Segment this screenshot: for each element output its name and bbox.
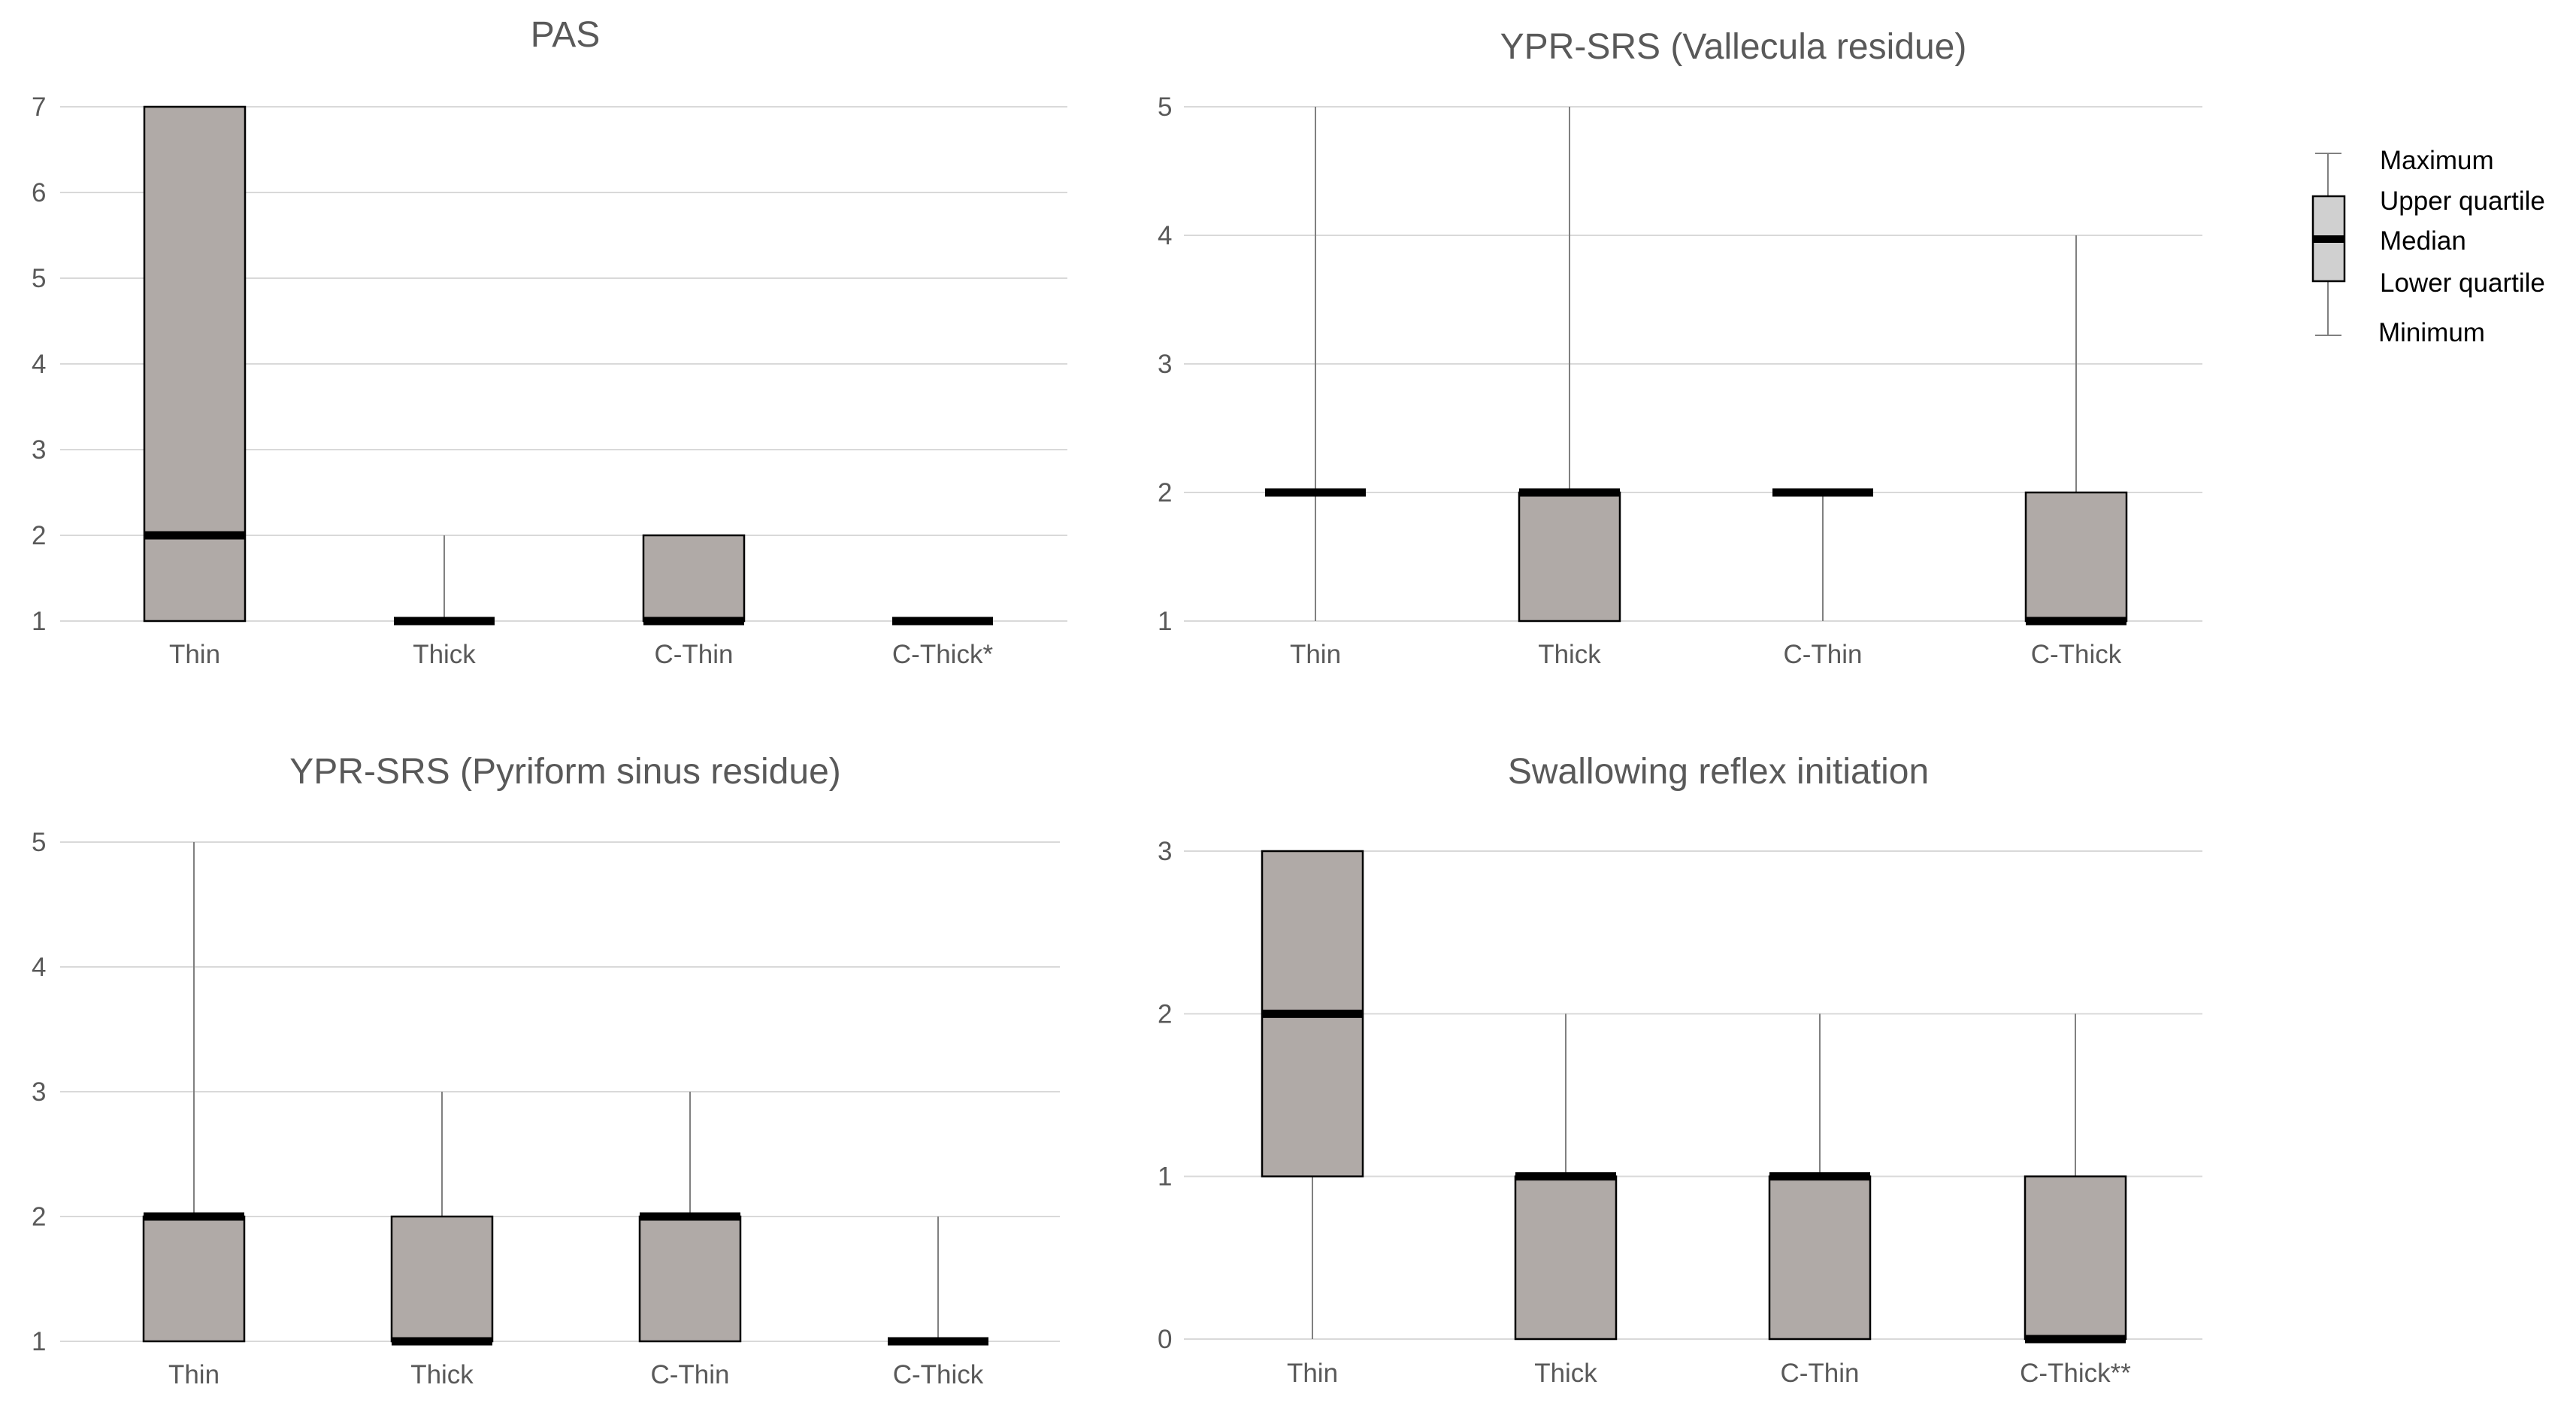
iqr-box: [638, 1215, 742, 1343]
box-plot-thin: [142, 842, 246, 1343]
y-tick-label: 5: [32, 828, 46, 857]
chart-panels: PAS 1 2 3 4 5 6 7 Thin Thick C-Thin C-Thick* YPR-SRS…: [32, 15, 2202, 1389]
iqr-box: [1768, 1175, 1872, 1341]
iqr-box: [2024, 491, 2128, 623]
chart-title: PAS: [531, 15, 600, 55]
y-tick-label: 2: [1158, 478, 1172, 508]
iqr-box: [390, 1215, 494, 1343]
chart-title: Swallowing reflex initiation: [1508, 752, 1929, 792]
x-category-label: C-Thick*: [892, 640, 994, 669]
y-tick-label: 4: [1158, 221, 1172, 250]
x-category-label: Thin: [1287, 1359, 1338, 1388]
legend-upper-quartile-label: Upper quartile: [2380, 186, 2545, 216]
iqr-box: [1518, 491, 1621, 623]
y-tick-label: 4: [32, 953, 46, 982]
y-tick-label: 2: [32, 1202, 46, 1232]
chart-title: YPR-SRS (Vallecula residue): [1500, 27, 1967, 67]
chart-panel-4: Swallowing reflex initiation 0 1 2 3 Thin Thic…: [1158, 752, 2202, 1388]
box-plot-c-thin: [1768, 1014, 1872, 1341]
box-plot-c-thick: [2024, 235, 2128, 626]
y-tick-label: 3: [1158, 837, 1172, 866]
y-tick-label: 6: [32, 178, 46, 208]
y-tick-label: 1: [32, 1327, 46, 1356]
y-tick-label: 4: [32, 350, 46, 379]
chart-title: YPR-SRS (Pyriform sinus residue): [289, 752, 841, 792]
x-category-label: Thick: [1538, 640, 1601, 669]
x-category-label: C-Thin: [650, 1360, 729, 1389]
x-category-label: C-Thick**: [2020, 1359, 2131, 1388]
y-tick-label: 0: [1158, 1325, 1172, 1354]
y-tick-label: 3: [32, 435, 46, 465]
box-plot-thin: [143, 105, 247, 623]
box-plot-thick: [394, 535, 495, 626]
x-category-label: C-Thick: [2031, 640, 2122, 669]
box-plot-thin: [1261, 850, 1364, 1339]
x-category-label: Thick: [1534, 1359, 1597, 1388]
x-category-label: C-Thin: [654, 640, 733, 669]
legend-minimum-label: Minimum: [2378, 318, 2485, 347]
box-plot-c-thick: [888, 1217, 988, 1346]
y-tick-label: 1: [32, 607, 46, 636]
x-category-label: Thick: [413, 640, 476, 669]
y-tick-label: 7: [32, 92, 46, 122]
chart-panel-1: PAS 1 2 3 4 5 6 7 Thin Thick C-Thin C-Thick*: [32, 15, 1067, 669]
iqr-box: [142, 1215, 246, 1343]
x-category-label: Thick: [410, 1360, 474, 1389]
legend: Maximum Upper quartile Median Lower quar…: [2311, 146, 2545, 347]
box-plot-c-thin: [638, 1092, 742, 1343]
iqr-box: [2024, 1175, 2127, 1341]
x-category-label: C-Thick: [893, 1360, 984, 1389]
legend-lower-quartile-label: Lower quartile: [2380, 268, 2545, 298]
legend-median-label: Median: [2380, 226, 2466, 256]
box-plot-thick: [390, 1092, 494, 1346]
y-tick-label: 1: [1158, 607, 1172, 636]
iqr-box: [642, 534, 746, 623]
box-plot-thin: [1265, 107, 1366, 621]
x-category-label: C-Thin: [1783, 640, 1862, 669]
box-plot-c-thin: [642, 534, 746, 626]
x-category-label: Thin: [168, 1360, 219, 1389]
y-tick-label: 2: [32, 521, 46, 550]
y-tick-label: 1: [1158, 1162, 1172, 1192]
y-tick-label: 3: [32, 1077, 46, 1107]
y-tick-label: 2: [1158, 999, 1172, 1029]
box-plot-thick: [1518, 107, 1621, 623]
iqr-box: [143, 105, 247, 623]
chart-panel-3: YPR-SRS (Pyriform sinus residue) 1 2 3 4 5 Thi…: [32, 752, 1060, 1389]
legend-maximum-label: Maximum: [2380, 146, 2494, 175]
chart-panel-2: YPR-SRS (Vallecula residue) 1 2 3 4 5 Thin Thic…: [1158, 27, 2202, 669]
y-tick-label: 3: [1158, 350, 1172, 379]
box-plot-thick: [1514, 1014, 1618, 1341]
x-category-label: C-Thin: [1780, 1359, 1859, 1388]
iqr-box: [1514, 1175, 1618, 1341]
x-category-label: Thin: [1290, 640, 1341, 669]
y-tick-label: 5: [32, 264, 46, 293]
y-tick-label: 5: [1158, 92, 1172, 122]
x-category-label: Thin: [169, 640, 220, 669]
box-plot-c-thick-: [2024, 1014, 2127, 1344]
box-plot-c-thin: [1772, 488, 1873, 621]
